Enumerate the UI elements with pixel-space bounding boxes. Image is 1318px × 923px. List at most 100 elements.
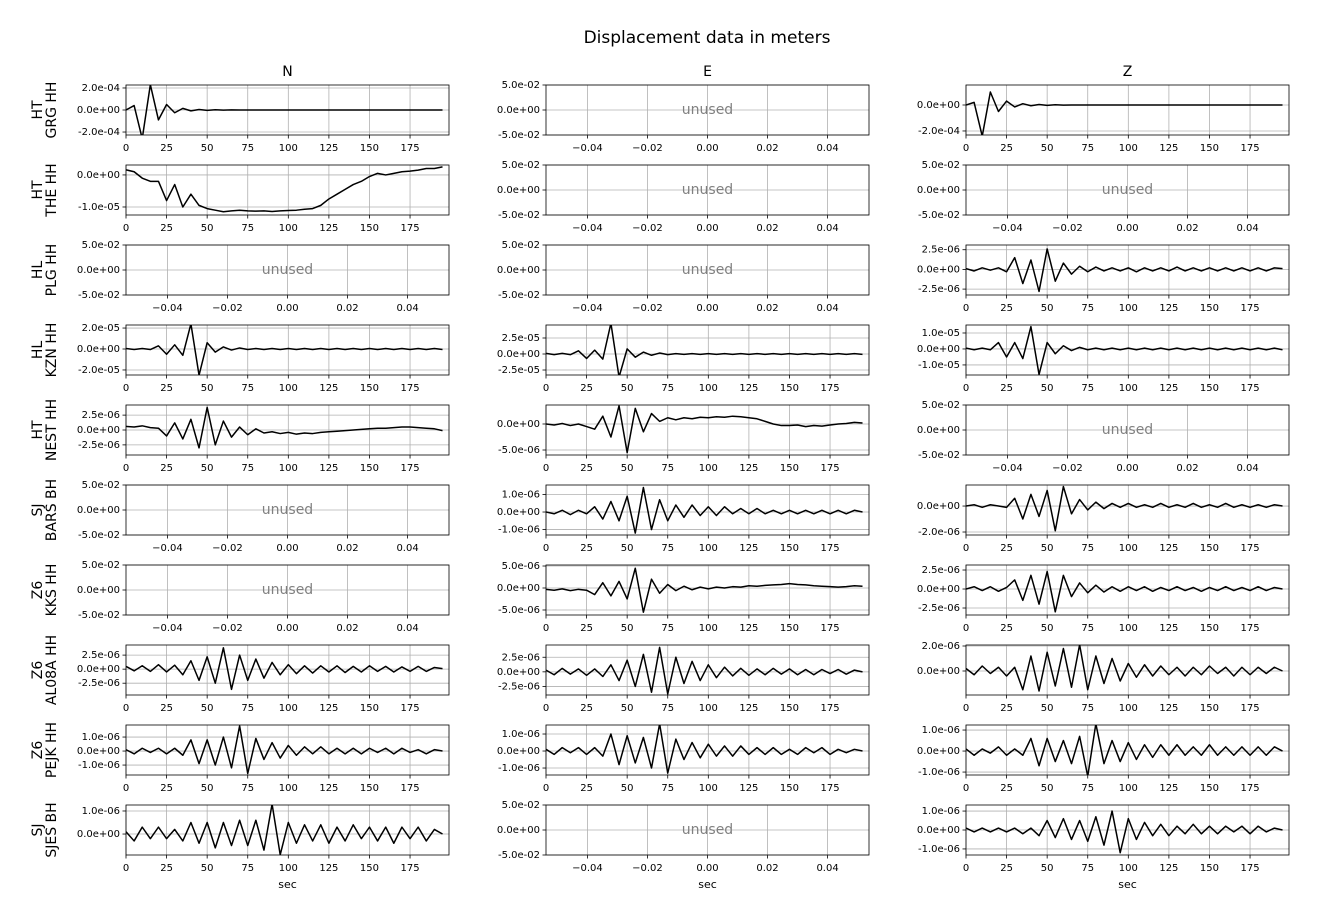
x-tick-label: 125: [739, 623, 758, 634]
y-tick-label: 5.0e-02: [502, 800, 540, 811]
x-tick-label: 25: [1000, 303, 1013, 314]
panel: −0.04 −0.02 0.00 0.02 0.04 5.0e-02 0.0e+00 -5.0…: [497, 160, 870, 234]
x-tick-label: 0.04: [396, 303, 418, 314]
y-tick-label: -1.0e-05: [78, 202, 120, 213]
y-tick-label: -5.0e-06: [498, 605, 540, 616]
x-tick-label: 75: [1081, 543, 1094, 554]
y-tick-label: 1.0e-06: [502, 729, 540, 740]
y-tick-label: -1.0e-06: [498, 763, 540, 774]
x-tick-label: 125: [319, 783, 338, 794]
x-tick-label: −0.04: [152, 303, 183, 314]
x-tick-label: 75: [1081, 783, 1094, 794]
panel: 0 25 50 75 100 125 150 175 2.0e-04 0.0e+00 -2.0e-0…: [30, 64, 450, 154]
x-tick-label: 0: [963, 383, 969, 394]
y-axis-label: NEST HH: [44, 399, 60, 461]
y-tick-label: 0.0e+00: [77, 585, 120, 596]
y-tick-label: -2.0e-04: [78, 127, 120, 138]
x-tick-label: 25: [160, 143, 173, 154]
x-tick-label: 125: [319, 223, 338, 234]
x-tick-label: −0.02: [212, 623, 243, 634]
y-tick-label: -5.0e-02: [78, 290, 120, 301]
x-tick-label: 150: [1200, 783, 1219, 794]
panel: 0 25 50 75 100 125 150 175 2.5e-06 0.0e+00 -2.5e-0…: [917, 564, 1290, 634]
y-tick-label: 0.0e+00: [77, 344, 120, 355]
axes-frame: [125, 724, 450, 776]
x-tick-label: −0.04: [572, 223, 603, 234]
y-tick-label: 2.5e-05: [502, 333, 540, 344]
panel-title: E: [703, 64, 712, 80]
axes-frame: [965, 164, 1290, 216]
x-tick-label: 125: [739, 783, 758, 794]
x-tick-label: 50: [201, 783, 214, 794]
x-tick-label: 100: [699, 383, 718, 394]
panel: −0.04 −0.02 0.00 0.02 0.04 5.0e-02 0.0e+00 -5.0…: [497, 240, 870, 314]
axes-frame: [545, 84, 870, 136]
x-tick-label: −0.04: [572, 863, 603, 874]
trace: [966, 725, 1283, 775]
x-axis-label: sec: [698, 878, 717, 891]
y-tick-label: 2.0e-06: [922, 641, 960, 652]
axes-frame: [545, 484, 870, 536]
y-tick-label: 0.0e+00: [497, 419, 540, 430]
x-tick-label: 150: [1200, 703, 1219, 714]
x-tick-label: 100: [279, 463, 298, 474]
x-tick-label: 0.00: [696, 223, 718, 234]
annotation: unused: [262, 262, 313, 278]
y-tick-label: -5.0e-06: [498, 445, 540, 456]
x-tick-label: −0.04: [152, 623, 183, 634]
axes-frame: [545, 244, 870, 296]
panel: 0 25 50 75 100 125 150 175 1.0e-06 0.0e+00 -1.0e-0…: [30, 722, 450, 794]
trace: [126, 85, 443, 135]
x-tick-label: 75: [241, 223, 254, 234]
y-tick-label: -5.0e-02: [498, 210, 540, 221]
trace: [966, 91, 1283, 135]
x-tick-label: 100: [279, 383, 298, 394]
x-tick-label: 0: [963, 783, 969, 794]
x-tick-label: 0: [963, 143, 969, 154]
y-tick-label: 0.0e+00: [917, 666, 960, 677]
panel: −0.04 −0.02 0.00 0.02 0.04 5.0e-02 0.0e+00 -5.0…: [917, 160, 1290, 234]
y-tick-label: 0.0e+00: [497, 185, 540, 196]
panel: 0 25 50 75 100 125 150 175 1.0e-06 0.0e+00 -1.0e-0…: [497, 484, 870, 554]
x-tick-label: 0.02: [756, 143, 778, 154]
x-tick-label: 175: [1240, 783, 1259, 794]
y-axis-label: KZN HH: [44, 323, 60, 378]
x-tick-label: 100: [279, 863, 298, 874]
axes-frame: [965, 564, 1290, 616]
x-tick-label: 0.04: [816, 303, 838, 314]
panel: −0.04 −0.02 0.00 0.02 0.04 5.0e-02 0.0e+00 -5.0…: [497, 800, 870, 891]
x-tick-label: 100: [1119, 303, 1138, 314]
panel: 0 25 50 75 100 125 150 175 1.0e-06 0.0e+00 sec SJSJ…: [30, 802, 450, 891]
y-tick-label: 1.0e-06: [82, 732, 120, 743]
y-axis-label: Z6: [30, 741, 46, 760]
y-tick-label: -5.0e-02: [918, 450, 960, 461]
x-tick-label: 25: [1000, 543, 1013, 554]
y-tick-label: 2.5e-06: [502, 652, 540, 663]
x-tick-label: 50: [201, 383, 214, 394]
x-tick-label: 125: [739, 463, 758, 474]
y-tick-label: 5.0e-02: [82, 240, 120, 251]
x-tick-label: 150: [780, 703, 799, 714]
panel: 0 25 50 75 100 125 150 175 2.0e-05 0.0e+00 -2.0e-0…: [30, 323, 450, 394]
x-tick-label: 175: [820, 703, 839, 714]
x-tick-label: 50: [621, 543, 634, 554]
x-tick-label: 25: [580, 463, 593, 474]
x-tick-label: 25: [160, 463, 173, 474]
x-tick-label: 50: [1041, 543, 1054, 554]
x-tick-label: 75: [661, 383, 674, 394]
x-tick-label: 0.00: [1116, 463, 1138, 474]
x-tick-label: 75: [661, 623, 674, 634]
y-axis-label: HT: [30, 180, 46, 200]
x-tick-label: 150: [780, 383, 799, 394]
y-axis-label: Z6: [30, 581, 46, 600]
y-tick-label: 0.0e+00: [917, 344, 960, 355]
y-tick-label: 2.5e-06: [922, 565, 960, 576]
x-tick-label: 150: [1200, 383, 1219, 394]
y-tick-label: 0.0e+00: [77, 170, 120, 181]
y-axis-label: SJES BH: [44, 802, 60, 857]
y-tick-label: 2.0e-04: [82, 83, 120, 94]
x-tick-label: −0.02: [212, 303, 243, 314]
x-tick-label: 0.04: [816, 143, 838, 154]
x-tick-label: 0: [123, 223, 129, 234]
x-tick-label: 175: [400, 783, 419, 794]
